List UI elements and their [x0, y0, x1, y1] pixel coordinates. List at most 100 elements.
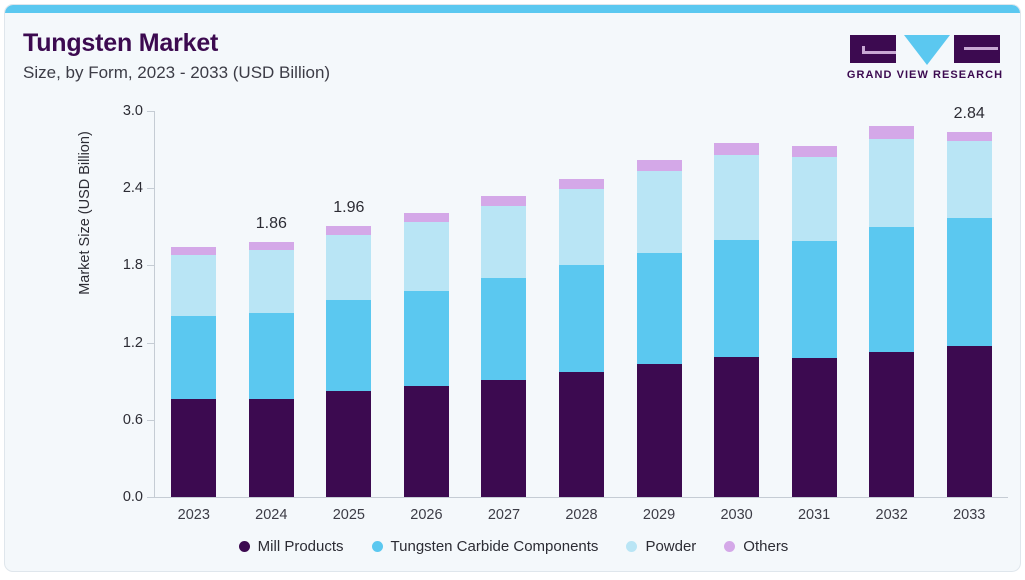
- legend-label: Tungsten Carbide Components: [390, 538, 599, 555]
- bar-group[interactable]: [171, 111, 217, 497]
- bar-segment[interactable]: [636, 171, 682, 253]
- bar-segment[interactable]: [171, 247, 217, 256]
- x-axis-line: [154, 497, 1008, 498]
- bar-segment[interactable]: [559, 179, 604, 190]
- logo-mark: [846, 33, 1004, 65]
- y-axis-tick-mark: [147, 265, 154, 267]
- bar-value-label: 2.84: [953, 104, 985, 122]
- bar-segment[interactable]: [946, 217, 992, 347]
- legend-color-dot: [626, 541, 638, 552]
- logo-v-triangle-icon: [904, 35, 950, 65]
- bar-segment[interactable]: [326, 234, 372, 301]
- chart-legend: Mill Products Tungsten Carbide Components…: [5, 538, 1020, 555]
- bar-group[interactable]: [791, 111, 837, 497]
- bar-group[interactable]: [869, 111, 915, 497]
- bar-segment[interactable]: [946, 131, 992, 141]
- top-accent-bar: [5, 5, 1020, 13]
- y-axis-tick-mark: [147, 188, 154, 190]
- chart-plot-wrapper: Market Size (USD Billion) 0.0 0.6 1.2 1.8 2.…: [5, 5, 1020, 571]
- bar-segment[interactable]: [559, 265, 604, 373]
- bar-group[interactable]: [326, 111, 372, 497]
- bar-segment[interactable]: [636, 364, 682, 497]
- bar-group[interactable]: [559, 111, 604, 497]
- bar-segment[interactable]: [714, 356, 760, 497]
- logo-g-bar-vertical: [862, 46, 865, 52]
- grand-view-research-logo: GRAND VIEW RESEARCH: [846, 33, 1004, 89]
- y-axis-tick-mark: [147, 342, 154, 344]
- logo-r-bar: [964, 47, 998, 50]
- legend-label: Others: [743, 538, 789, 555]
- bar-group[interactable]: [481, 111, 527, 497]
- bar-segment[interactable]: [481, 206, 527, 279]
- bar-segment[interactable]: [559, 189, 604, 266]
- bar-group[interactable]: [248, 111, 294, 497]
- bar-segment[interactable]: [403, 221, 449, 292]
- bar-segment[interactable]: [791, 157, 837, 241]
- x-axis-tick-label: 2032: [875, 507, 908, 523]
- bar-segment[interactable]: [791, 240, 837, 359]
- y-axis-title: Market Size (USD Billion): [77, 131, 93, 295]
- bar-segment[interactable]: [481, 195, 527, 207]
- x-axis-tick-label: 2028: [565, 507, 598, 523]
- bar-segment[interactable]: [791, 358, 837, 497]
- bar-segment[interactable]: [171, 255, 217, 316]
- y-axis-tick-label: 0.6: [122, 411, 143, 428]
- bar-segment[interactable]: [326, 225, 372, 235]
- legend-color-dot: [724, 541, 736, 552]
- bar-segment[interactable]: [171, 315, 217, 400]
- bar-group[interactable]: [403, 111, 449, 497]
- bar-segment[interactable]: [791, 145, 837, 158]
- bar-segment[interactable]: [636, 252, 682, 365]
- y-axis-tick-label: 1.2: [122, 334, 143, 351]
- bar-value-label: 1.86: [255, 215, 287, 233]
- y-axis-tick-mark: [147, 497, 154, 498]
- y-axis-tick-label: 3.0: [122, 103, 143, 119]
- legend-item[interactable]: Tungsten Carbide Components: [371, 538, 599, 555]
- bar-segment[interactable]: [869, 126, 915, 140]
- x-axis-tick-label: 2024: [255, 507, 288, 523]
- legend-color-dot: [238, 541, 250, 552]
- bar-segment[interactable]: [869, 351, 915, 497]
- bar-segment[interactable]: [403, 212, 449, 222]
- chart-header: Tungsten Market Size, by Form, 2023 - 20…: [5, 13, 1020, 93]
- bar-segment[interactable]: [326, 300, 372, 392]
- bar-segment[interactable]: [248, 242, 294, 250]
- x-axis-tick-label: 2030: [720, 507, 753, 523]
- bar-segment[interactable]: [559, 372, 604, 497]
- y-axis-tick-mark: [147, 111, 154, 112]
- bar-segment[interactable]: [946, 140, 992, 218]
- bar-segment[interactable]: [714, 143, 760, 155]
- bar-segment[interactable]: [248, 399, 294, 497]
- bar-group[interactable]: [946, 111, 992, 497]
- bar-segment[interactable]: [326, 391, 372, 497]
- x-axis-tick-label: 2031: [797, 507, 831, 523]
- legend-color-dot: [371, 541, 383, 552]
- bar-segment[interactable]: [248, 249, 294, 313]
- bar-segment[interactable]: [248, 313, 294, 400]
- bar-segment[interactable]: [636, 159, 682, 172]
- legend-label: Mill Products: [257, 538, 344, 555]
- y-axis-tick-label: 1.8: [122, 257, 143, 274]
- bar-segment[interactable]: [714, 154, 760, 240]
- legend-item[interactable]: Others: [724, 538, 788, 555]
- legend-item[interactable]: Mill Products: [238, 538, 344, 555]
- logo-g-bar-horizontal: [862, 51, 896, 54]
- bar-segment[interactable]: [714, 239, 760, 357]
- y-axis-tick-label: 0.0: [122, 489, 143, 505]
- x-axis-tick-label: 2027: [487, 507, 521, 523]
- bar-group[interactable]: [714, 111, 760, 497]
- bar-segment[interactable]: [403, 291, 449, 387]
- bar-segment[interactable]: [869, 226, 915, 352]
- bar-group[interactable]: [636, 111, 682, 497]
- bar-segment[interactable]: [171, 399, 217, 497]
- y-axis-tick-mark: [147, 419, 154, 421]
- legend-item[interactable]: Powder: [626, 538, 696, 555]
- bar-segment[interactable]: [403, 386, 449, 497]
- x-axis-tick-label: 2025: [332, 507, 365, 523]
- bar-segment[interactable]: [869, 139, 915, 227]
- bar-segment[interactable]: [481, 278, 527, 380]
- bar-value-label: 1.96: [333, 198, 365, 216]
- bar-segment[interactable]: [946, 346, 992, 497]
- logo-wordmark: GRAND VIEW RESEARCH: [846, 69, 1004, 81]
- bar-segment[interactable]: [481, 379, 527, 497]
